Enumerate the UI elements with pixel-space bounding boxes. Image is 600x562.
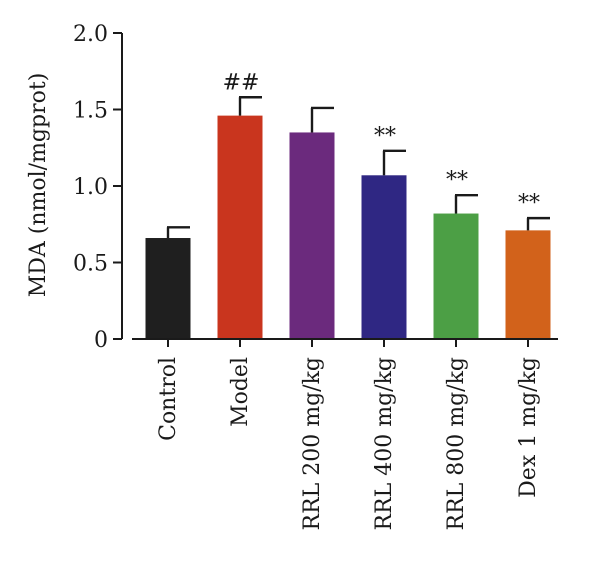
significance-label: ** bbox=[446, 168, 468, 193]
x-category-label: RRL 800 mg/kg bbox=[444, 357, 469, 531]
bar bbox=[289, 132, 335, 339]
significance-label: ** bbox=[518, 191, 540, 216]
y-axis-title: MDA (nmol/mgprot) bbox=[26, 73, 51, 298]
significance-label: ** bbox=[374, 124, 396, 149]
x-category-label: Model bbox=[228, 357, 253, 427]
bar bbox=[217, 115, 263, 340]
y-tick-label: 1.5 bbox=[73, 99, 108, 124]
y-axis: 0 0.5 1.0 1.5 2.0 bbox=[73, 22, 123, 353]
bars-group: ## ** ** ** bbox=[145, 70, 551, 340]
x-category-label: RRL 400 mg/kg bbox=[372, 357, 397, 531]
x-category-label: Dex 1 mg/kg bbox=[516, 357, 541, 498]
bar bbox=[145, 238, 191, 339]
bar bbox=[433, 213, 479, 339]
x-axis: Control Model RRL 200 mg/kg RRL 400 mg/kg RR… bbox=[132, 338, 558, 531]
bar bbox=[361, 175, 407, 339]
y-tick-label: 0 bbox=[94, 328, 108, 353]
x-category-label: RRL 200 mg/kg bbox=[300, 357, 325, 531]
y-tick-label: 0.5 bbox=[73, 252, 108, 277]
y-tick-label: 2.0 bbox=[73, 22, 108, 47]
x-category-label: Control bbox=[156, 357, 181, 441]
bar bbox=[505, 230, 551, 339]
significance-label: ## bbox=[223, 70, 260, 95]
y-tick-label: 1.0 bbox=[73, 175, 108, 200]
